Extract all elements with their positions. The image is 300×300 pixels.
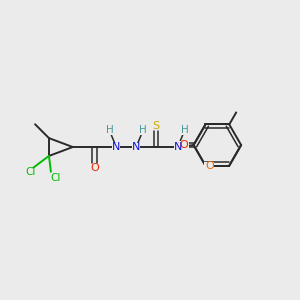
Text: N: N bbox=[174, 142, 182, 152]
FancyBboxPatch shape bbox=[132, 143, 140, 151]
FancyBboxPatch shape bbox=[112, 143, 120, 151]
Text: O: O bbox=[90, 163, 99, 173]
FancyBboxPatch shape bbox=[181, 128, 188, 135]
Text: O: O bbox=[179, 140, 188, 150]
FancyBboxPatch shape bbox=[140, 128, 146, 135]
Text: Cl: Cl bbox=[25, 167, 35, 177]
FancyBboxPatch shape bbox=[106, 128, 113, 135]
FancyBboxPatch shape bbox=[205, 162, 214, 170]
Text: H: H bbox=[139, 125, 147, 135]
Text: Cl: Cl bbox=[51, 173, 61, 183]
FancyBboxPatch shape bbox=[174, 143, 182, 151]
FancyBboxPatch shape bbox=[152, 122, 160, 130]
FancyBboxPatch shape bbox=[24, 168, 36, 176]
FancyBboxPatch shape bbox=[91, 164, 98, 172]
Text: N: N bbox=[112, 142, 121, 152]
FancyBboxPatch shape bbox=[179, 141, 189, 149]
Text: N: N bbox=[132, 142, 140, 152]
FancyBboxPatch shape bbox=[50, 174, 62, 182]
Text: S: S bbox=[152, 121, 160, 131]
Text: H: H bbox=[106, 125, 113, 135]
Text: O: O bbox=[205, 160, 214, 171]
Text: H: H bbox=[181, 125, 189, 135]
